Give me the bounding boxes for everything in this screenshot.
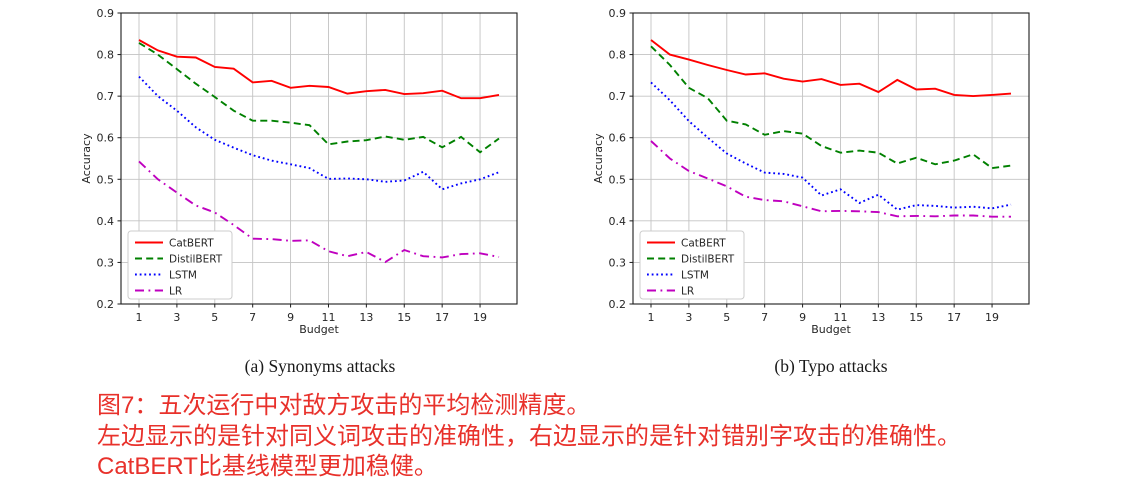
x-tick-label: 17 <box>947 311 961 324</box>
y-tick-label: 0.7 <box>609 90 627 103</box>
x-tick-label: 11 <box>321 311 335 324</box>
y-tick-label: 0.5 <box>97 173 115 186</box>
series-line-lr <box>138 160 500 264</box>
series-line-lstm <box>138 75 500 191</box>
series-line-distilbert <box>138 42 500 154</box>
y-tick-label: 0.5 <box>609 173 627 186</box>
series-line-lstm <box>650 81 1012 211</box>
x-tick-label: 1 <box>136 311 143 324</box>
legend-label-lr: LR <box>169 286 182 298</box>
y-tick-label: 0.9 <box>97 7 115 20</box>
x-tick-label: 11 <box>833 311 847 324</box>
x-tick-label: 3 <box>685 311 692 324</box>
series-line-catbert <box>650 39 1012 98</box>
legend-label-catbert: CatBERT <box>169 238 214 250</box>
subcaption-a: (a) Synonyms attacks <box>244 356 396 376</box>
legend-label-distilbert: DistilBERT <box>169 254 223 266</box>
figure-caption: 图7：五次运行中对敌方攻击的平均检测精度。 左边显示的是针对同义词攻击的准确性，… <box>97 391 961 483</box>
x-tick-label: 3 <box>173 311 180 324</box>
y-tick-label: 0.3 <box>609 256 627 269</box>
y-tick-label: 0.8 <box>97 49 115 62</box>
caption-line-3: CatBERT比基线模型更加稳健。 <box>97 453 438 480</box>
chart-typo-attacks: 1 3 5 7 9 11 13 15 17 190.20.30.40.50.60.70.80.9C… <box>592 7 1030 336</box>
legend-label-distilbert: DistilBERT <box>681 254 735 266</box>
x-axis-label: Budget <box>811 323 851 336</box>
y-tick-label: 0.8 <box>609 49 627 62</box>
y-tick-label: 0.9 <box>609 7 627 20</box>
x-tick-label: 7 <box>249 311 256 324</box>
x-tick-label: 15 <box>397 311 411 324</box>
x-tick-label: 17 <box>435 311 449 324</box>
y-tick-label: 0.2 <box>609 298 627 311</box>
subcaption-b: (b) Typo attacks <box>774 356 888 376</box>
x-tick-label: 13 <box>359 311 373 324</box>
x-tick-label: 19 <box>473 311 487 324</box>
y-tick-label: 0.3 <box>97 256 115 269</box>
x-tick-label: 19 <box>985 311 999 324</box>
legend-label-catbert: CatBERT <box>681 238 726 250</box>
y-tick-label: 0.2 <box>97 298 115 311</box>
x-tick-label: 5 <box>723 311 730 324</box>
y-axis-label: Accuracy <box>80 133 93 184</box>
x-tick-label: 1 <box>648 311 655 324</box>
series-line-catbert <box>138 39 500 100</box>
legend-box <box>127 230 233 300</box>
legend-label-lr: LR <box>681 286 694 298</box>
y-tick-label: 0.6 <box>609 132 627 145</box>
x-tick-label: 7 <box>761 311 768 324</box>
legend-label-lstm: LSTM <box>169 270 197 282</box>
series-line-lr <box>650 140 1011 218</box>
series-line-distilbert <box>650 45 1012 170</box>
x-axis-label: Budget <box>299 323 339 336</box>
x-tick-label: 9 <box>799 311 806 324</box>
y-tick-label: 0.6 <box>97 132 115 145</box>
legend-label-lstm: LSTM <box>681 270 709 282</box>
x-tick-label: 13 <box>871 311 885 324</box>
x-tick-label: 9 <box>287 311 294 324</box>
y-tick-label: 0.4 <box>609 215 627 228</box>
plot-border <box>632 12 1030 305</box>
chart-synonyms-attacks: 1 3 5 7 9 11 13 15 17 190.20.30.40.50.60.70.80.9C… <box>80 7 518 336</box>
y-axis-label: Accuracy <box>592 133 605 184</box>
y-tick-label: 0.7 <box>97 90 115 103</box>
plot-border <box>120 12 518 305</box>
legend-box <box>639 230 745 300</box>
caption-line-2: 左边显示的是针对同义词攻击的准确性，右边显示的是针对错别字攻击的准确性。 <box>97 422 961 450</box>
caption-line-1: 图7：五次运行中对敌方攻击的平均检测精度。 <box>97 392 591 419</box>
x-tick-label: 5 <box>211 311 218 324</box>
y-tick-label: 0.4 <box>97 215 115 228</box>
x-tick-label: 15 <box>909 311 923 324</box>
